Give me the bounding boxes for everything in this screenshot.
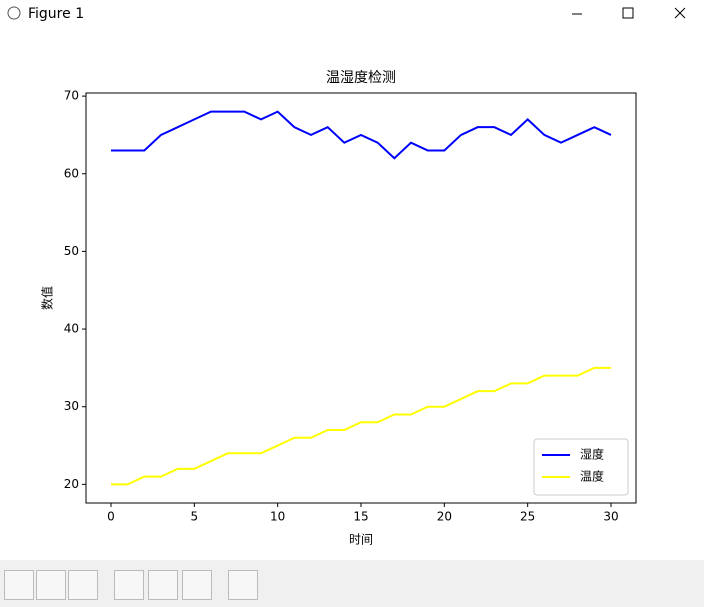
configure-button[interactable] [182, 570, 212, 600]
chart-title: 温湿度检测 [326, 70, 396, 86]
x-axis-label: 时间 [349, 533, 373, 547]
x-tick-label: 10 [270, 510, 285, 524]
close-button[interactable] [674, 7, 686, 19]
toolbar [0, 560, 704, 607]
back-button[interactable] [36, 570, 66, 600]
data-line [111, 366, 611, 486]
x-tick-label: 25 [520, 510, 535, 524]
y-tick-label: 20 [64, 477, 79, 491]
legend-label: 温度 [580, 469, 604, 484]
x-tick-label: 15 [353, 510, 368, 524]
forward-button[interactable] [68, 570, 98, 600]
data-line [111, 110, 612, 160]
legend-box [533, 438, 629, 496]
title-bar-graphics: Figure 1 [7, 6, 686, 22]
home-button[interactable] [4, 570, 34, 600]
y-axis-label: 数值 [40, 286, 55, 310]
zoom-button[interactable] [148, 570, 178, 600]
y-tick-label: 40 [64, 322, 79, 336]
y-tick-label: 50 [64, 244, 79, 258]
y-tick-label: 30 [64, 399, 79, 413]
x-tick-label: 5 [191, 510, 199, 524]
legend-label: 湿度 [580, 447, 604, 462]
x-tick-label: 0 [107, 510, 115, 524]
pan-button[interactable] [114, 570, 144, 600]
x-tick-label: 30 [603, 510, 618, 524]
window-title: Figure 1 [28, 6, 84, 22]
y-tick-label: 70 [64, 89, 79, 103]
title-bar: Figure 1 [0, 0, 704, 30]
y-tick-label: 60 [64, 166, 79, 180]
save-button[interactable] [228, 570, 258, 600]
x-tick-label: 20 [437, 510, 452, 524]
maximize-button[interactable] [622, 7, 634, 19]
app-icon [7, 6, 21, 20]
